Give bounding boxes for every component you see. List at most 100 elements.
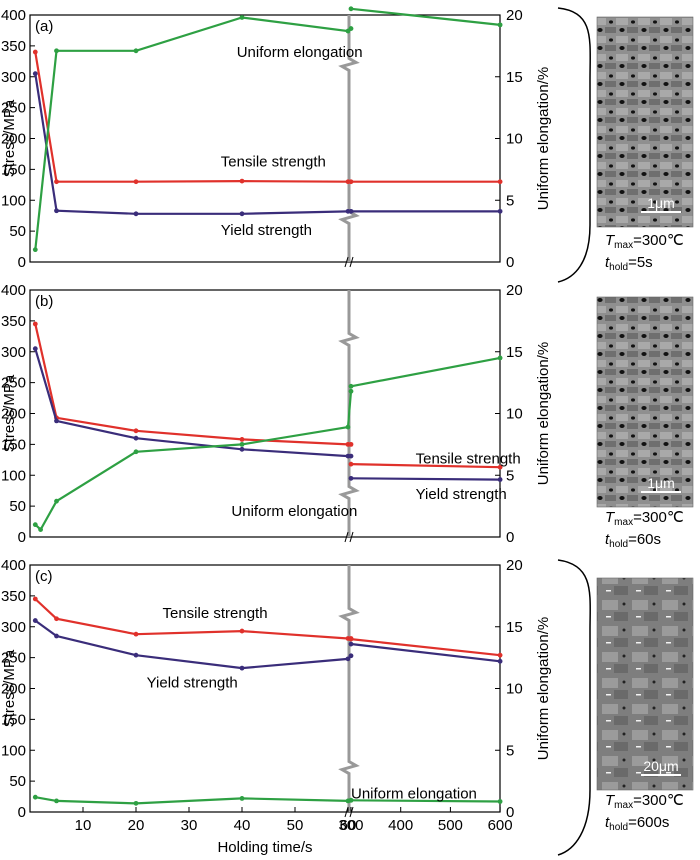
x-tick-label: 10: [75, 817, 92, 834]
y-tick-label-left: 400: [1, 282, 26, 299]
series-line-tensile-strength: [350, 463, 501, 469]
data-point-uniform-elongation: [239, 796, 245, 801]
y-tick-label-left: 50: [9, 498, 26, 515]
axis-break: [338, 15, 360, 262]
y-axis-label-left: Stress/MPa: [1, 649, 18, 727]
series-annotation: Uniform elongation: [237, 44, 363, 61]
series-annotation: Tensile strength: [416, 451, 521, 468]
tmax-label: Tmax=300℃: [605, 792, 684, 811]
data-point-tensile-strength: [239, 178, 245, 184]
y-tick-label-right: 20: [506, 282, 523, 299]
data-point-tensile-strength: [348, 441, 354, 447]
series-line-yield-strength: [34, 619, 352, 670]
scale-bar-label: 20μm: [643, 758, 678, 774]
x-tick-label: 300: [338, 817, 363, 834]
y-tick-label-left: 350: [1, 588, 26, 605]
y-tick-label-right: 10: [506, 681, 523, 698]
x-tick-label: 50: [287, 817, 304, 834]
y-tick-label-left: 0: [18, 804, 26, 821]
data-point-tensile-strength: [133, 179, 139, 185]
data-point-tensile-strength: [32, 596, 38, 602]
micrograph-image: [596, 16, 694, 228]
y-tick-label-left: 250: [1, 375, 26, 392]
data-point-tensile-strength: [239, 437, 245, 442]
data-point-uniform-elongation: [133, 449, 139, 455]
y-axis-label-left: Stress/MPa: [1, 99, 18, 177]
data-point-uniform-elongation: [348, 26, 354, 31]
y-tick-label-right: 20: [506, 7, 523, 24]
data-point-tensile-strength: [497, 179, 503, 185]
x-tick-label: 400: [388, 817, 413, 834]
y-tick-label-left: 400: [1, 7, 26, 24]
data-point-uniform-elongation: [239, 441, 245, 447]
y-axis-label-right: Uniform elongation/%: [535, 67, 552, 210]
x-tick-label: 500: [438, 817, 463, 834]
axis-break-mark: [344, 256, 349, 268]
data-point-uniform-elongation: [32, 794, 38, 800]
data-point-yield-strength: [32, 346, 38, 352]
series-line-yield-strength: [34, 348, 351, 458]
y-tick-label-right: 0: [506, 529, 514, 546]
micrograph: 1μm Tmax=300℃ thold=60s: [596, 296, 694, 550]
data-point-tensile-strength: [133, 631, 139, 637]
y-tick-label-right: 20: [506, 557, 523, 574]
data-point-uniform-elongation: [32, 522, 38, 528]
y-tick-label-left: 400: [1, 557, 26, 574]
data-point-yield-strength: [54, 633, 59, 639]
x-tick-label: 600: [488, 817, 513, 834]
series-annotation: Tensile strength: [163, 605, 268, 622]
y-tick-label-right: 15: [506, 69, 523, 86]
data-point-uniform-elongation: [54, 798, 59, 804]
data-point-yield-strength: [133, 435, 139, 441]
y-tick-label-right: 5: [506, 467, 514, 484]
data-point-yield-strength: [348, 208, 354, 214]
data-point-uniform-elongation: [32, 247, 38, 253]
axis-break-mark: [344, 531, 349, 543]
y-tick-label-left: 250: [1, 100, 26, 117]
micrograph-image: [596, 296, 694, 508]
y-tick-label-right: 10: [506, 406, 523, 423]
series-annotation: Uniform elongation: [351, 785, 477, 802]
y-tick-label-left: 300: [1, 344, 26, 361]
y-tick-label-left: 300: [1, 69, 26, 86]
data-point-uniform-elongation: [348, 388, 354, 394]
x-tick-label: 30: [181, 817, 198, 834]
data-point-yield-strength: [497, 477, 503, 482]
series-line-yield-strength: [350, 477, 501, 481]
panel-label: (a): [35, 18, 53, 35]
thold-label: thold=600s: [605, 814, 669, 833]
data-point-tensile-strength: [348, 461, 354, 467]
data-point-yield-strength: [239, 211, 245, 217]
axis-break: [338, 565, 360, 812]
brace-panel-c: [557, 559, 591, 856]
data-point-yield-strength: [239, 446, 245, 452]
panel-c: 0 50 100 150 200 250 300 350 400 0 5 10 15 20 Stress/M…: [1, 557, 552, 856]
data-point-uniform-elongation: [133, 48, 139, 54]
thold-label: thold=5s: [605, 254, 653, 273]
data-point-yield-strength: [348, 653, 354, 659]
series-annotation: Yield strength: [416, 486, 507, 503]
y-tick-label-left: 100: [1, 192, 26, 209]
series-annotation: Tensile strength: [221, 153, 326, 170]
tmax-label: Tmax=300℃: [605, 232, 684, 251]
data-point-tensile-strength: [32, 321, 38, 327]
y-tick-label-left: 50: [9, 773, 26, 790]
data-point-tensile-strength: [54, 179, 59, 185]
micrograph: 1μm Tmax=300℃ thold=5s: [596, 16, 694, 273]
x-tick-label: 20: [128, 817, 145, 834]
data-point-yield-strength: [497, 208, 503, 214]
y-tick-label-left: 200: [1, 681, 26, 698]
data-point-uniform-elongation: [497, 355, 503, 361]
series-annotation: Yield strength: [147, 674, 238, 691]
data-point-uniform-elongation: [38, 527, 43, 532]
y-tick-label-left: 200: [1, 406, 26, 423]
scale-bar-label: 1μm: [647, 475, 675, 491]
y-tick-label-left: 100: [1, 742, 26, 759]
panel-label: (b): [35, 293, 53, 310]
data-point-uniform-elongation: [345, 424, 351, 430]
y-tick-label-right: 5: [506, 742, 514, 759]
y-tick-label-left: 250: [1, 650, 26, 667]
plot-frame: [29, 564, 501, 813]
data-point-tensile-strength: [497, 652, 503, 658]
